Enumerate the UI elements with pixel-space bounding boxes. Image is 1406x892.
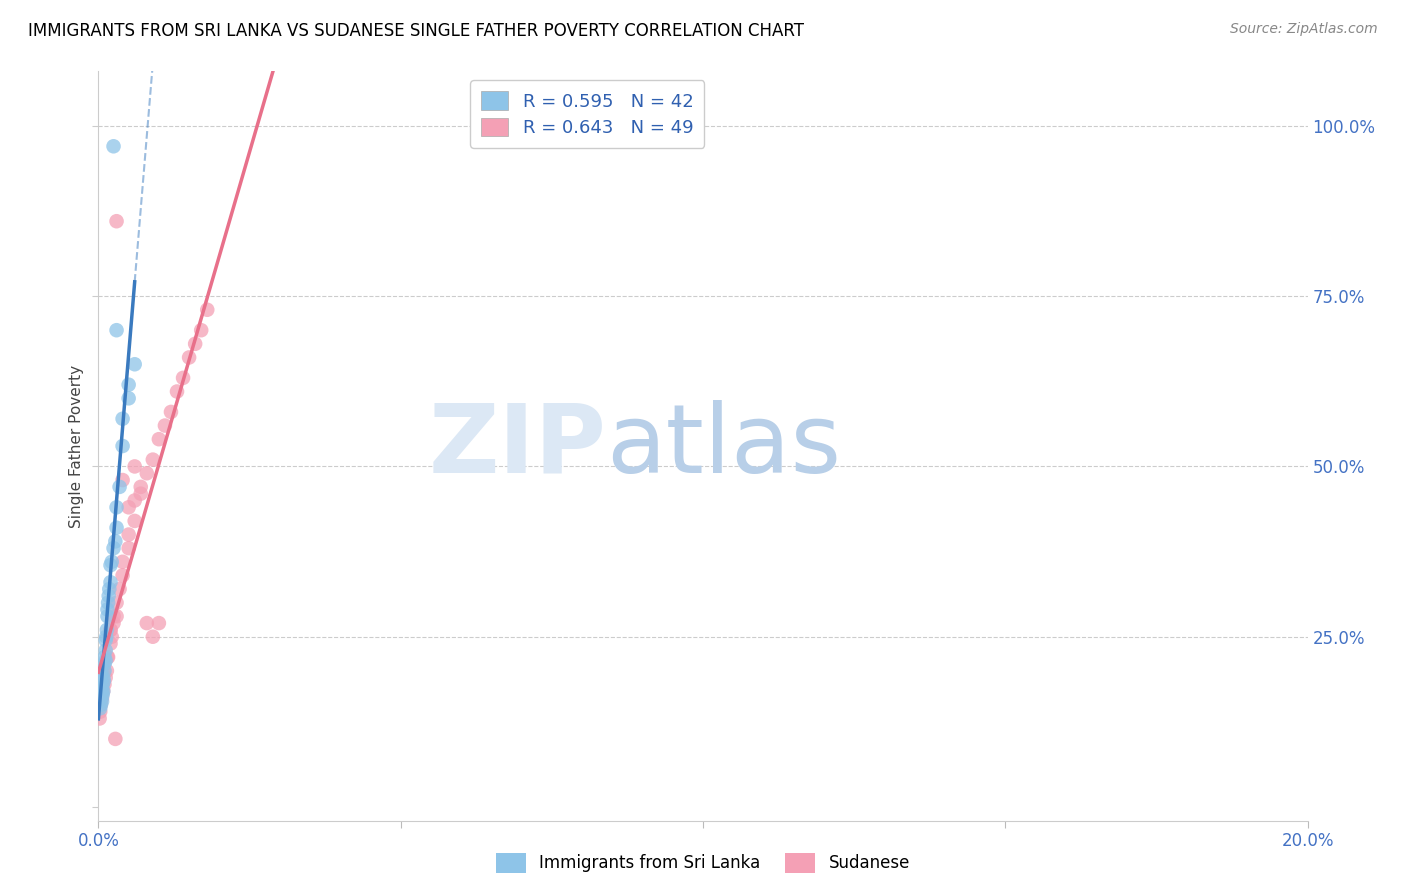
Point (104, 534, 127, 549)
Point (103, 616, 125, 631)
Point (90, 671, 112, 685)
Text: atlas: atlas (606, 400, 841, 492)
Point (179, 351, 201, 365)
Point (89, 711, 111, 725)
Point (135, 616, 157, 631)
Point (96, 650, 118, 665)
Text: IMMIGRANTS FROM SRI LANKA VS SUDANESE SINGLE FATHER POVERTY CORRELATION CHART: IMMIGRANTS FROM SRI LANKA VS SUDANESE SI… (28, 22, 804, 40)
Point (108, 480, 131, 494)
Point (100, 575, 122, 590)
Point (94, 633, 117, 648)
Point (96, 602, 118, 616)
Point (105, 521, 128, 535)
Point (93, 664, 115, 678)
Point (118, 377, 141, 392)
Point (124, 459, 146, 474)
Point (100, 630, 122, 644)
Point (90, 691, 112, 706)
Point (90, 698, 112, 712)
Point (91, 671, 114, 685)
Point (105, 596, 128, 610)
Point (93, 673, 115, 688)
Point (105, 609, 128, 624)
Point (108, 582, 131, 596)
Point (94, 643, 117, 657)
Point (142, 630, 165, 644)
Point (111, 568, 134, 582)
Point (89, 705, 111, 719)
Point (172, 371, 194, 385)
Point (100, 636, 122, 650)
Point (100, 558, 122, 573)
Point (118, 392, 141, 406)
Point (118, 541, 141, 556)
Point (103, 609, 125, 624)
Point (100, 623, 122, 637)
Point (105, 500, 128, 515)
Point (97, 589, 120, 603)
Point (91, 684, 114, 698)
Point (124, 493, 146, 508)
Point (103, 139, 125, 153)
Text: Source: ZipAtlas.com: Source: ZipAtlas.com (1230, 22, 1378, 37)
Y-axis label: Single Father Poverty: Single Father Poverty (69, 365, 84, 527)
Legend: R = 0.595   N = 42, R = 0.643   N = 49: R = 0.595 N = 42, R = 0.643 N = 49 (470, 80, 704, 148)
Point (89, 677, 111, 691)
Point (93, 650, 115, 665)
Point (103, 541, 125, 556)
Point (111, 411, 134, 425)
Point (148, 432, 170, 446)
Text: ZIP: ZIP (429, 400, 606, 492)
Point (105, 214, 128, 228)
Point (91, 691, 114, 706)
Point (148, 616, 170, 631)
Point (142, 452, 165, 467)
Point (96, 630, 118, 644)
Point (98, 582, 121, 596)
Point (129, 486, 152, 500)
Point (118, 500, 141, 515)
Point (91, 677, 114, 691)
Point (184, 336, 207, 351)
Point (124, 514, 146, 528)
Point (91, 688, 114, 702)
Point (190, 323, 212, 337)
Point (93, 657, 115, 671)
Legend: Immigrants from Sri Lanka, Sudanese: Immigrants from Sri Lanka, Sudanese (489, 847, 917, 880)
Point (135, 467, 157, 481)
Point (94, 671, 117, 685)
Point (100, 623, 122, 637)
Point (111, 439, 134, 453)
Point (96, 609, 118, 624)
Point (91, 694, 114, 708)
Point (90, 698, 112, 712)
Point (166, 384, 188, 399)
Point (96, 623, 118, 637)
Point (111, 555, 134, 569)
Point (111, 473, 134, 487)
Point (93, 677, 115, 691)
Point (153, 418, 176, 433)
Point (160, 405, 183, 419)
Point (93, 664, 115, 678)
Point (89, 681, 111, 695)
Point (97, 650, 120, 665)
Point (105, 323, 128, 337)
Point (91, 677, 114, 691)
Point (91, 684, 114, 698)
Point (97, 596, 120, 610)
Point (195, 302, 218, 317)
Point (90, 664, 112, 678)
Point (104, 731, 127, 746)
Point (129, 480, 152, 494)
Point (118, 527, 141, 541)
Point (100, 555, 122, 569)
Point (89, 701, 111, 715)
Point (96, 664, 118, 678)
Point (124, 357, 146, 371)
Point (94, 654, 117, 668)
Point (90, 691, 112, 706)
Point (91, 684, 114, 698)
